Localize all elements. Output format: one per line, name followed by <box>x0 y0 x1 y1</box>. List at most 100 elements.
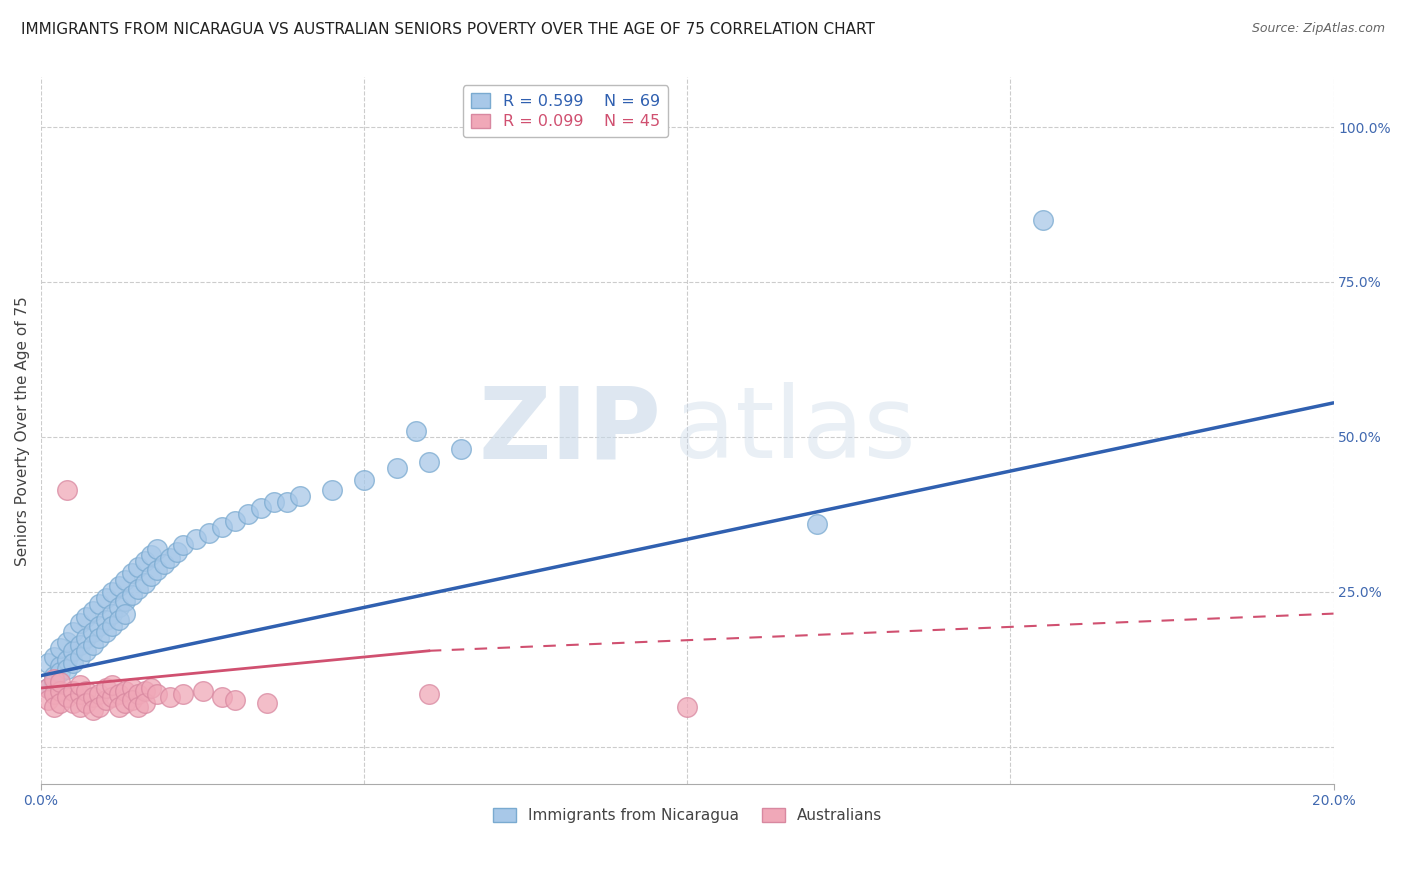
Point <box>101 678 124 692</box>
Point <box>89 619 111 633</box>
Point <box>134 554 156 568</box>
Point <box>89 699 111 714</box>
Point <box>69 615 91 630</box>
Point <box>62 656 84 670</box>
Point <box>82 703 104 717</box>
Point <box>75 684 97 698</box>
Point <box>139 569 162 583</box>
Point <box>186 533 208 547</box>
Point <box>107 600 129 615</box>
Point <box>56 653 79 667</box>
Point <box>288 489 311 503</box>
Point <box>134 575 156 590</box>
Point <box>172 687 194 701</box>
Point <box>114 684 136 698</box>
Point <box>62 625 84 640</box>
Point <box>89 597 111 611</box>
Point <box>806 516 828 531</box>
Point <box>42 687 65 701</box>
Point <box>139 681 162 695</box>
Point <box>121 693 143 707</box>
Text: ZIP: ZIP <box>478 383 661 479</box>
Point <box>94 613 117 627</box>
Point <box>146 563 169 577</box>
Point <box>146 687 169 701</box>
Point <box>276 495 298 509</box>
Point <box>166 544 188 558</box>
Point <box>101 690 124 705</box>
Point <box>56 662 79 676</box>
Point <box>69 699 91 714</box>
Point <box>62 684 84 698</box>
Point <box>353 473 375 487</box>
Point <box>107 579 129 593</box>
Point <box>114 594 136 608</box>
Point <box>127 582 149 596</box>
Point <box>94 591 117 606</box>
Point <box>107 687 129 701</box>
Point <box>37 681 59 695</box>
Point <box>42 674 65 689</box>
Point <box>450 442 472 457</box>
Text: Source: ZipAtlas.com: Source: ZipAtlas.com <box>1251 22 1385 36</box>
Point <box>146 541 169 556</box>
Point <box>62 644 84 658</box>
Point <box>405 424 427 438</box>
Point <box>121 681 143 695</box>
Point <box>418 687 440 701</box>
Point <box>236 508 259 522</box>
Point <box>107 699 129 714</box>
Point <box>101 585 124 599</box>
Point <box>42 650 65 665</box>
Point <box>250 501 273 516</box>
Point <box>139 548 162 562</box>
Point <box>82 603 104 617</box>
Point <box>114 697 136 711</box>
Point <box>82 690 104 705</box>
Point <box>49 697 72 711</box>
Point <box>82 625 104 640</box>
Point <box>121 566 143 581</box>
Point <box>211 690 233 705</box>
Point <box>114 573 136 587</box>
Legend: Immigrants from Nicaragua, Australians: Immigrants from Nicaragua, Australians <box>486 802 889 830</box>
Point <box>256 697 278 711</box>
Point <box>127 560 149 574</box>
Point <box>49 659 72 673</box>
Point <box>107 613 129 627</box>
Y-axis label: Seniors Poverty Over the Age of 75: Seniors Poverty Over the Age of 75 <box>15 296 30 566</box>
Point <box>134 684 156 698</box>
Point <box>49 665 72 680</box>
Point <box>418 455 440 469</box>
Point <box>224 514 246 528</box>
Point <box>153 557 176 571</box>
Point <box>127 687 149 701</box>
Point <box>321 483 343 497</box>
Point <box>94 625 117 640</box>
Point <box>49 684 72 698</box>
Point <box>49 674 72 689</box>
Point <box>121 588 143 602</box>
Point <box>37 681 59 695</box>
Point <box>42 668 65 682</box>
Point <box>37 693 59 707</box>
Point <box>211 520 233 534</box>
Point <box>101 619 124 633</box>
Point <box>75 632 97 646</box>
Point <box>42 699 65 714</box>
Point <box>75 609 97 624</box>
Point <box>56 483 79 497</box>
Point <box>127 699 149 714</box>
Point <box>69 638 91 652</box>
Point <box>56 690 79 705</box>
Text: atlas: atlas <box>675 383 917 479</box>
Text: IMMIGRANTS FROM NICARAGUA VS AUSTRALIAN SENIORS POVERTY OVER THE AGE OF 75 CORRE: IMMIGRANTS FROM NICARAGUA VS AUSTRALIAN … <box>21 22 875 37</box>
Point <box>49 640 72 655</box>
Point <box>114 607 136 621</box>
Point <box>94 693 117 707</box>
Point <box>191 684 214 698</box>
Point <box>224 693 246 707</box>
Point <box>676 699 699 714</box>
Point <box>56 634 79 648</box>
Point <box>134 697 156 711</box>
